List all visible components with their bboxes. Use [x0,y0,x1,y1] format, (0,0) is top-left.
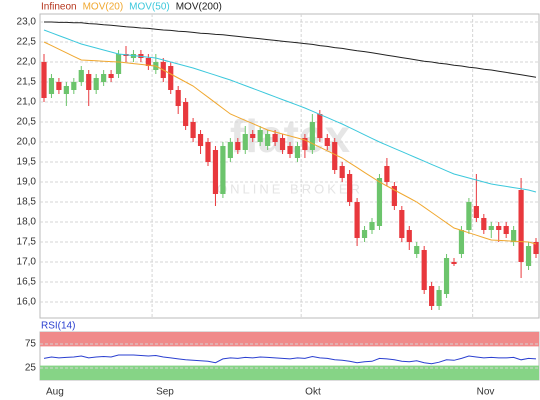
x-tick-label: Nov [477,387,495,398]
candle-body [93,78,99,90]
candle-body [235,142,241,150]
candle-body [317,114,323,138]
candle-body [443,258,450,294]
candle-body [242,134,248,150]
candle-body [332,142,338,170]
candle-body [205,142,211,162]
candle-body [183,102,189,126]
candle-body [227,142,233,158]
candle-body [212,150,219,194]
candle-body [533,242,539,254]
candle-body [294,146,301,158]
x-tick-label: Aug [46,387,64,398]
candle-body [115,54,122,74]
series-line [43,29,537,193]
candle-body [78,70,84,82]
legend-entry: RSI(14) [41,321,75,332]
candle-body [347,174,353,202]
candle-body [56,82,62,90]
y-tick-label: 75 [25,339,37,350]
y-tick-label: 22,0 [17,57,37,68]
y-tick-label: 23,0 [17,17,37,28]
candle-body [391,186,397,206]
y-tick-label: 18,0 [17,217,37,228]
y-tick-label: 20,0 [17,137,37,148]
x-tick-label: Okt [305,387,321,398]
candle-body [63,86,69,94]
candle-body [354,202,360,238]
legend-entry: MOV(50) [129,2,170,13]
plot-area [39,13,540,319]
candle-body [518,190,524,262]
candle-body [451,262,457,264]
candle-body [436,290,442,306]
y-tick-label: 19,5 [17,157,37,168]
y-tick-label: 19,0 [17,177,37,188]
candle-body [473,206,479,218]
candle-body [272,134,278,142]
legend-entry: Infineon [41,2,77,13]
candle-body [145,58,151,66]
x-tick-label: Sep [156,387,174,398]
y-tick-label: 25 [25,363,37,374]
candle-body [48,78,55,94]
legend-entry: MOV(200) [176,2,222,13]
candle-body [175,90,181,106]
series-line [44,21,537,78]
candle-body [257,130,263,142]
candle-body [503,226,509,234]
candle-body [190,122,196,138]
y-tick-label: 18,5 [17,197,37,208]
candle-body [287,146,293,154]
rsi-band [40,365,539,380]
series-line [43,354,537,365]
candle-body [168,66,174,90]
candle-body [376,178,383,226]
candle-body [265,134,271,146]
candle-body [71,82,77,90]
y-tick-label: 17,5 [17,237,37,248]
y-tick-label: 21,5 [17,77,37,88]
legend-entry: MOV(20) [83,2,124,13]
candle-body [302,138,308,150]
candle-body [525,246,532,266]
candle-body [220,146,226,194]
candle-body [339,166,345,178]
candle-body [279,138,286,150]
candle-body [511,230,517,242]
y-tick-label: 21,0 [17,97,37,108]
candle-body [421,250,427,290]
y-tick-label: 22,5 [17,37,37,48]
candle-body [414,246,420,254]
candle-body [458,230,465,254]
candle-body [86,74,92,90]
candle-body [466,202,472,230]
candle-body [41,62,47,98]
candle-body [369,222,375,230]
candle-body [406,230,412,242]
candle-body [496,226,502,230]
watermark-subtext: ONLINE BROKER [217,181,363,196]
y-tick-label: 16,5 [17,277,37,288]
y-tick-label: 16,0 [17,297,37,308]
candle-body [488,226,494,230]
y-tick-label: 17,0 [17,257,37,268]
candle-body [101,74,107,82]
candle-body [108,74,114,78]
candle-body [361,230,368,238]
candle-body [384,166,390,182]
candle-body [429,286,435,306]
y-tick-label: 20,5 [17,117,37,128]
candle-body [309,122,315,150]
candle-body [481,218,487,230]
candle-body [250,134,256,138]
candle-body [197,134,204,146]
candle-body [399,210,405,238]
rsi-band [40,332,539,347]
candle-body [324,138,330,146]
series-line [43,41,537,245]
